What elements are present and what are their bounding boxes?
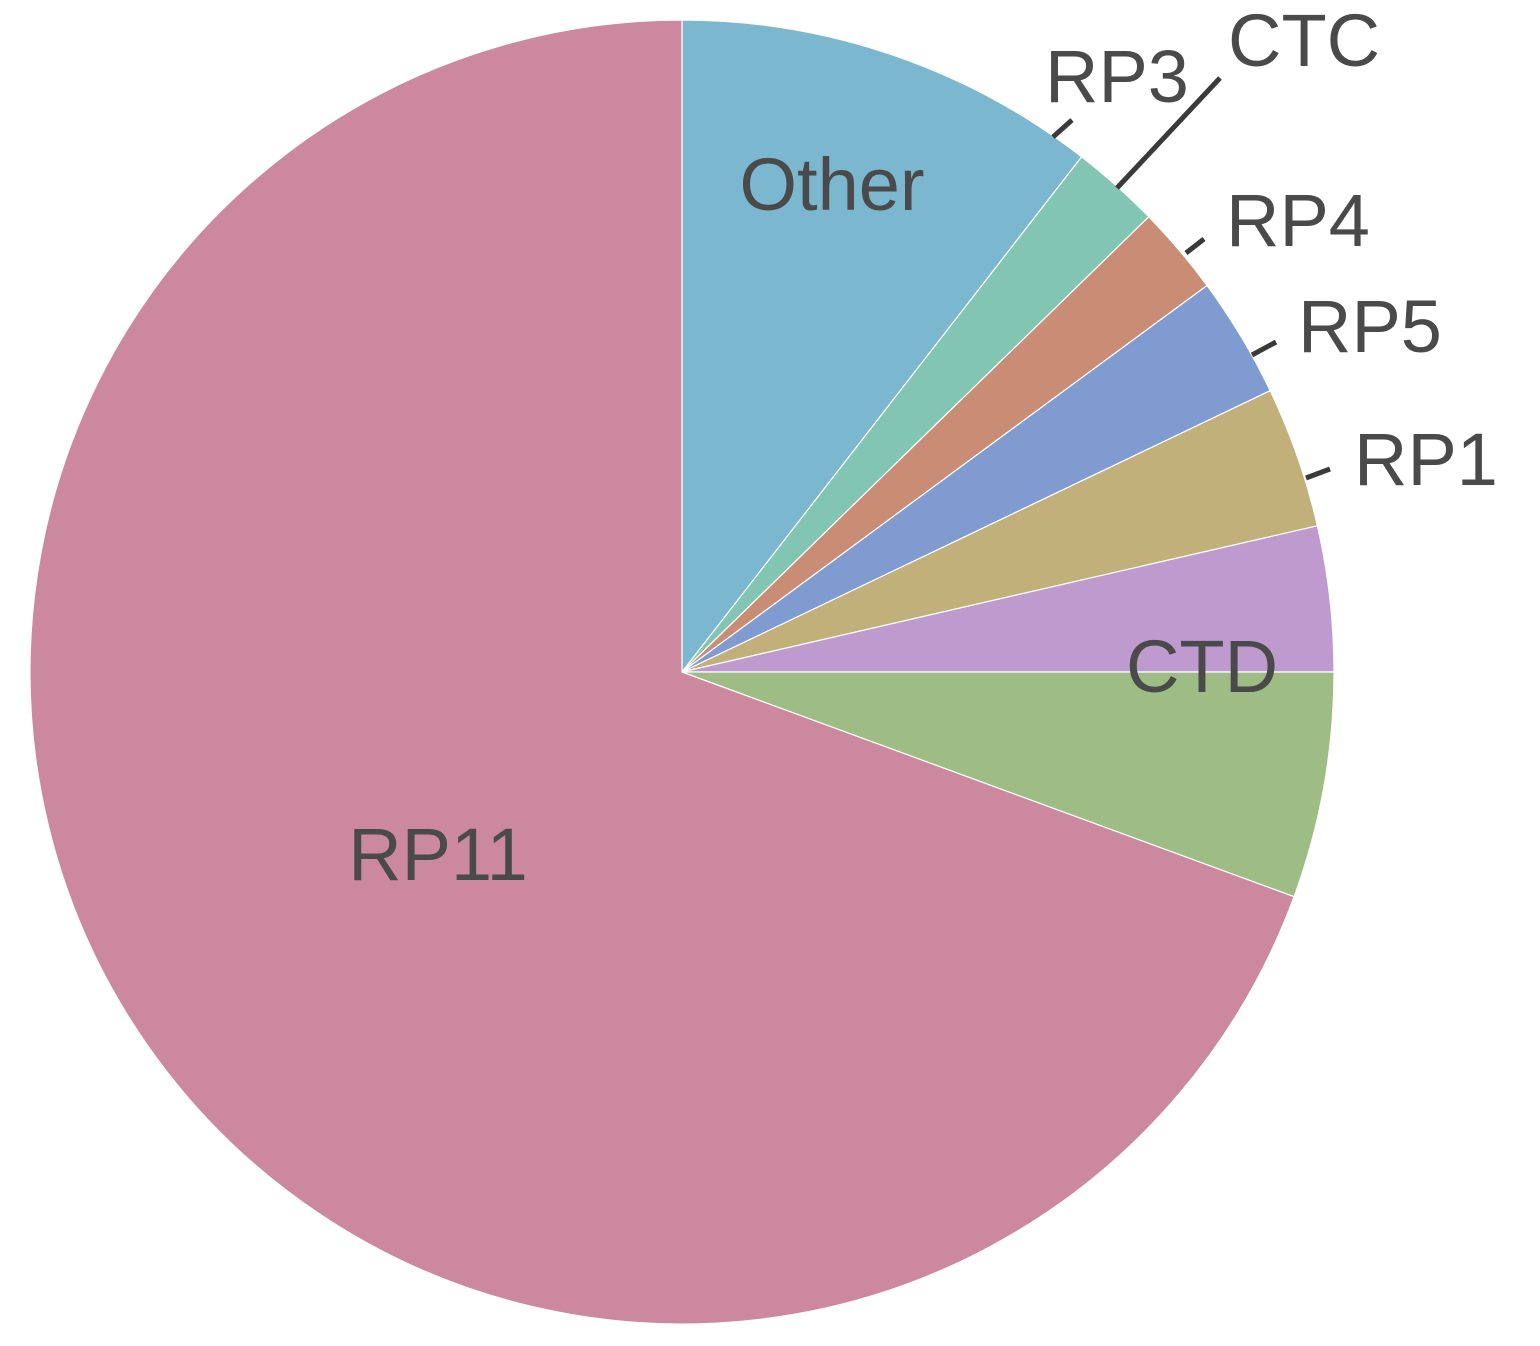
leader-line-rp1 bbox=[1305, 466, 1331, 481]
slice-label-rp3: RP3 bbox=[1045, 35, 1189, 118]
label-leader-lines bbox=[1051, 76, 1331, 481]
slice-label-ctc: CTC bbox=[1228, 0, 1380, 82]
leader-line-rp3 bbox=[1051, 118, 1074, 139]
pie-slice-other bbox=[681, 19, 1083, 673]
slice-label-rp5: RP5 bbox=[1298, 285, 1442, 368]
leader-line-rp4 bbox=[1184, 237, 1206, 255]
pie-slice-rp11 bbox=[29, 19, 1295, 1325]
pie-slice-ctd bbox=[681, 671, 1335, 898]
slice-labels: Other RP3 CTC RP4 RP5 RP1 CTD RP11 bbox=[348, 0, 1498, 896]
pie-slices bbox=[29, 19, 1335, 1325]
leader-line-rp5 bbox=[1250, 339, 1278, 358]
slice-label-rp4: RP4 bbox=[1226, 179, 1370, 262]
slice-label-other: Other bbox=[739, 143, 924, 226]
leader-line-ctc bbox=[1115, 76, 1222, 190]
slice-label-rp1: RP1 bbox=[1354, 418, 1498, 501]
slice-label-rp11: RP11 bbox=[348, 813, 528, 896]
slice-label-ctd: CTD bbox=[1126, 625, 1278, 708]
